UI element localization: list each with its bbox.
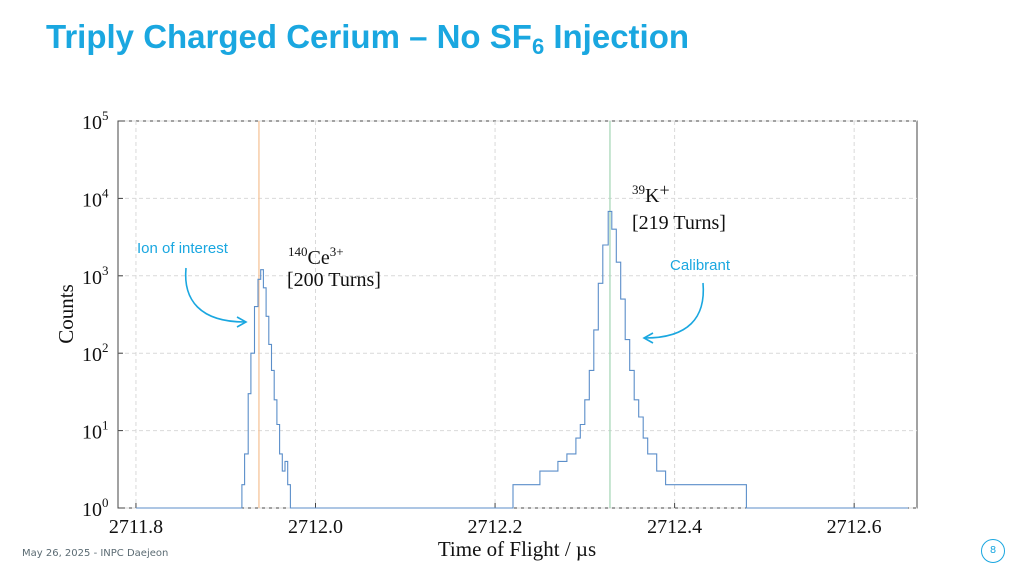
y-tick-label-3: 103: [82, 263, 109, 289]
k-turns-label: [219 Turns]: [632, 212, 726, 234]
y-axis-ticks: 100 101 102 103 104 105: [82, 108, 123, 521]
calibrant-arrow: [644, 282, 705, 339]
ce-peak-label: 140Ce3+: [288, 244, 344, 269]
y-tick-label-4: 104: [82, 185, 109, 211]
y-axis-label: Counts: [54, 284, 78, 344]
plot-area: [117, 120, 918, 509]
x-tick-label-3: 2712.4: [647, 516, 702, 538]
y-tick-label-1: 101: [82, 418, 109, 444]
footer-date: May 26, 2025 - INPC Daejeon: [22, 548, 169, 559]
x-tick-label-1: 2712.0: [288, 516, 343, 538]
x-tick-label-4: 2712.6: [827, 516, 882, 538]
ion-arrow-head: [236, 316, 248, 328]
calibrant-arrow-head: [642, 332, 654, 344]
slide-title: Triply Charged Cerium – No SF6 Injection: [46, 18, 690, 59]
y-tick-label-5: 105: [82, 108, 109, 134]
x-tick-label-2: 2712.2: [468, 516, 523, 538]
ion-of-interest-arrow: [184, 267, 246, 323]
x-axis-label: Time of Flight / µs: [438, 537, 596, 561]
histogram-series: [136, 210, 908, 509]
reference-lines: [258, 121, 611, 508]
page-number-badge: 8: [981, 539, 1005, 563]
y-tick-label-2: 102: [82, 340, 109, 366]
y-tick-label-0: 100: [82, 495, 109, 521]
x-tick-label-0: 2711.8: [109, 516, 163, 538]
ion-of-interest-annotation: Ion of interest: [137, 240, 229, 257]
k-peak-label: 39K+: [632, 180, 670, 207]
x-axis-ticks: 2711.8 2712.0 2712.2 2712.4 2712.6: [109, 503, 882, 538]
ce-turns-label: [200 Turns]: [287, 269, 381, 291]
calibrant-annotation: Calibrant: [670, 257, 731, 274]
